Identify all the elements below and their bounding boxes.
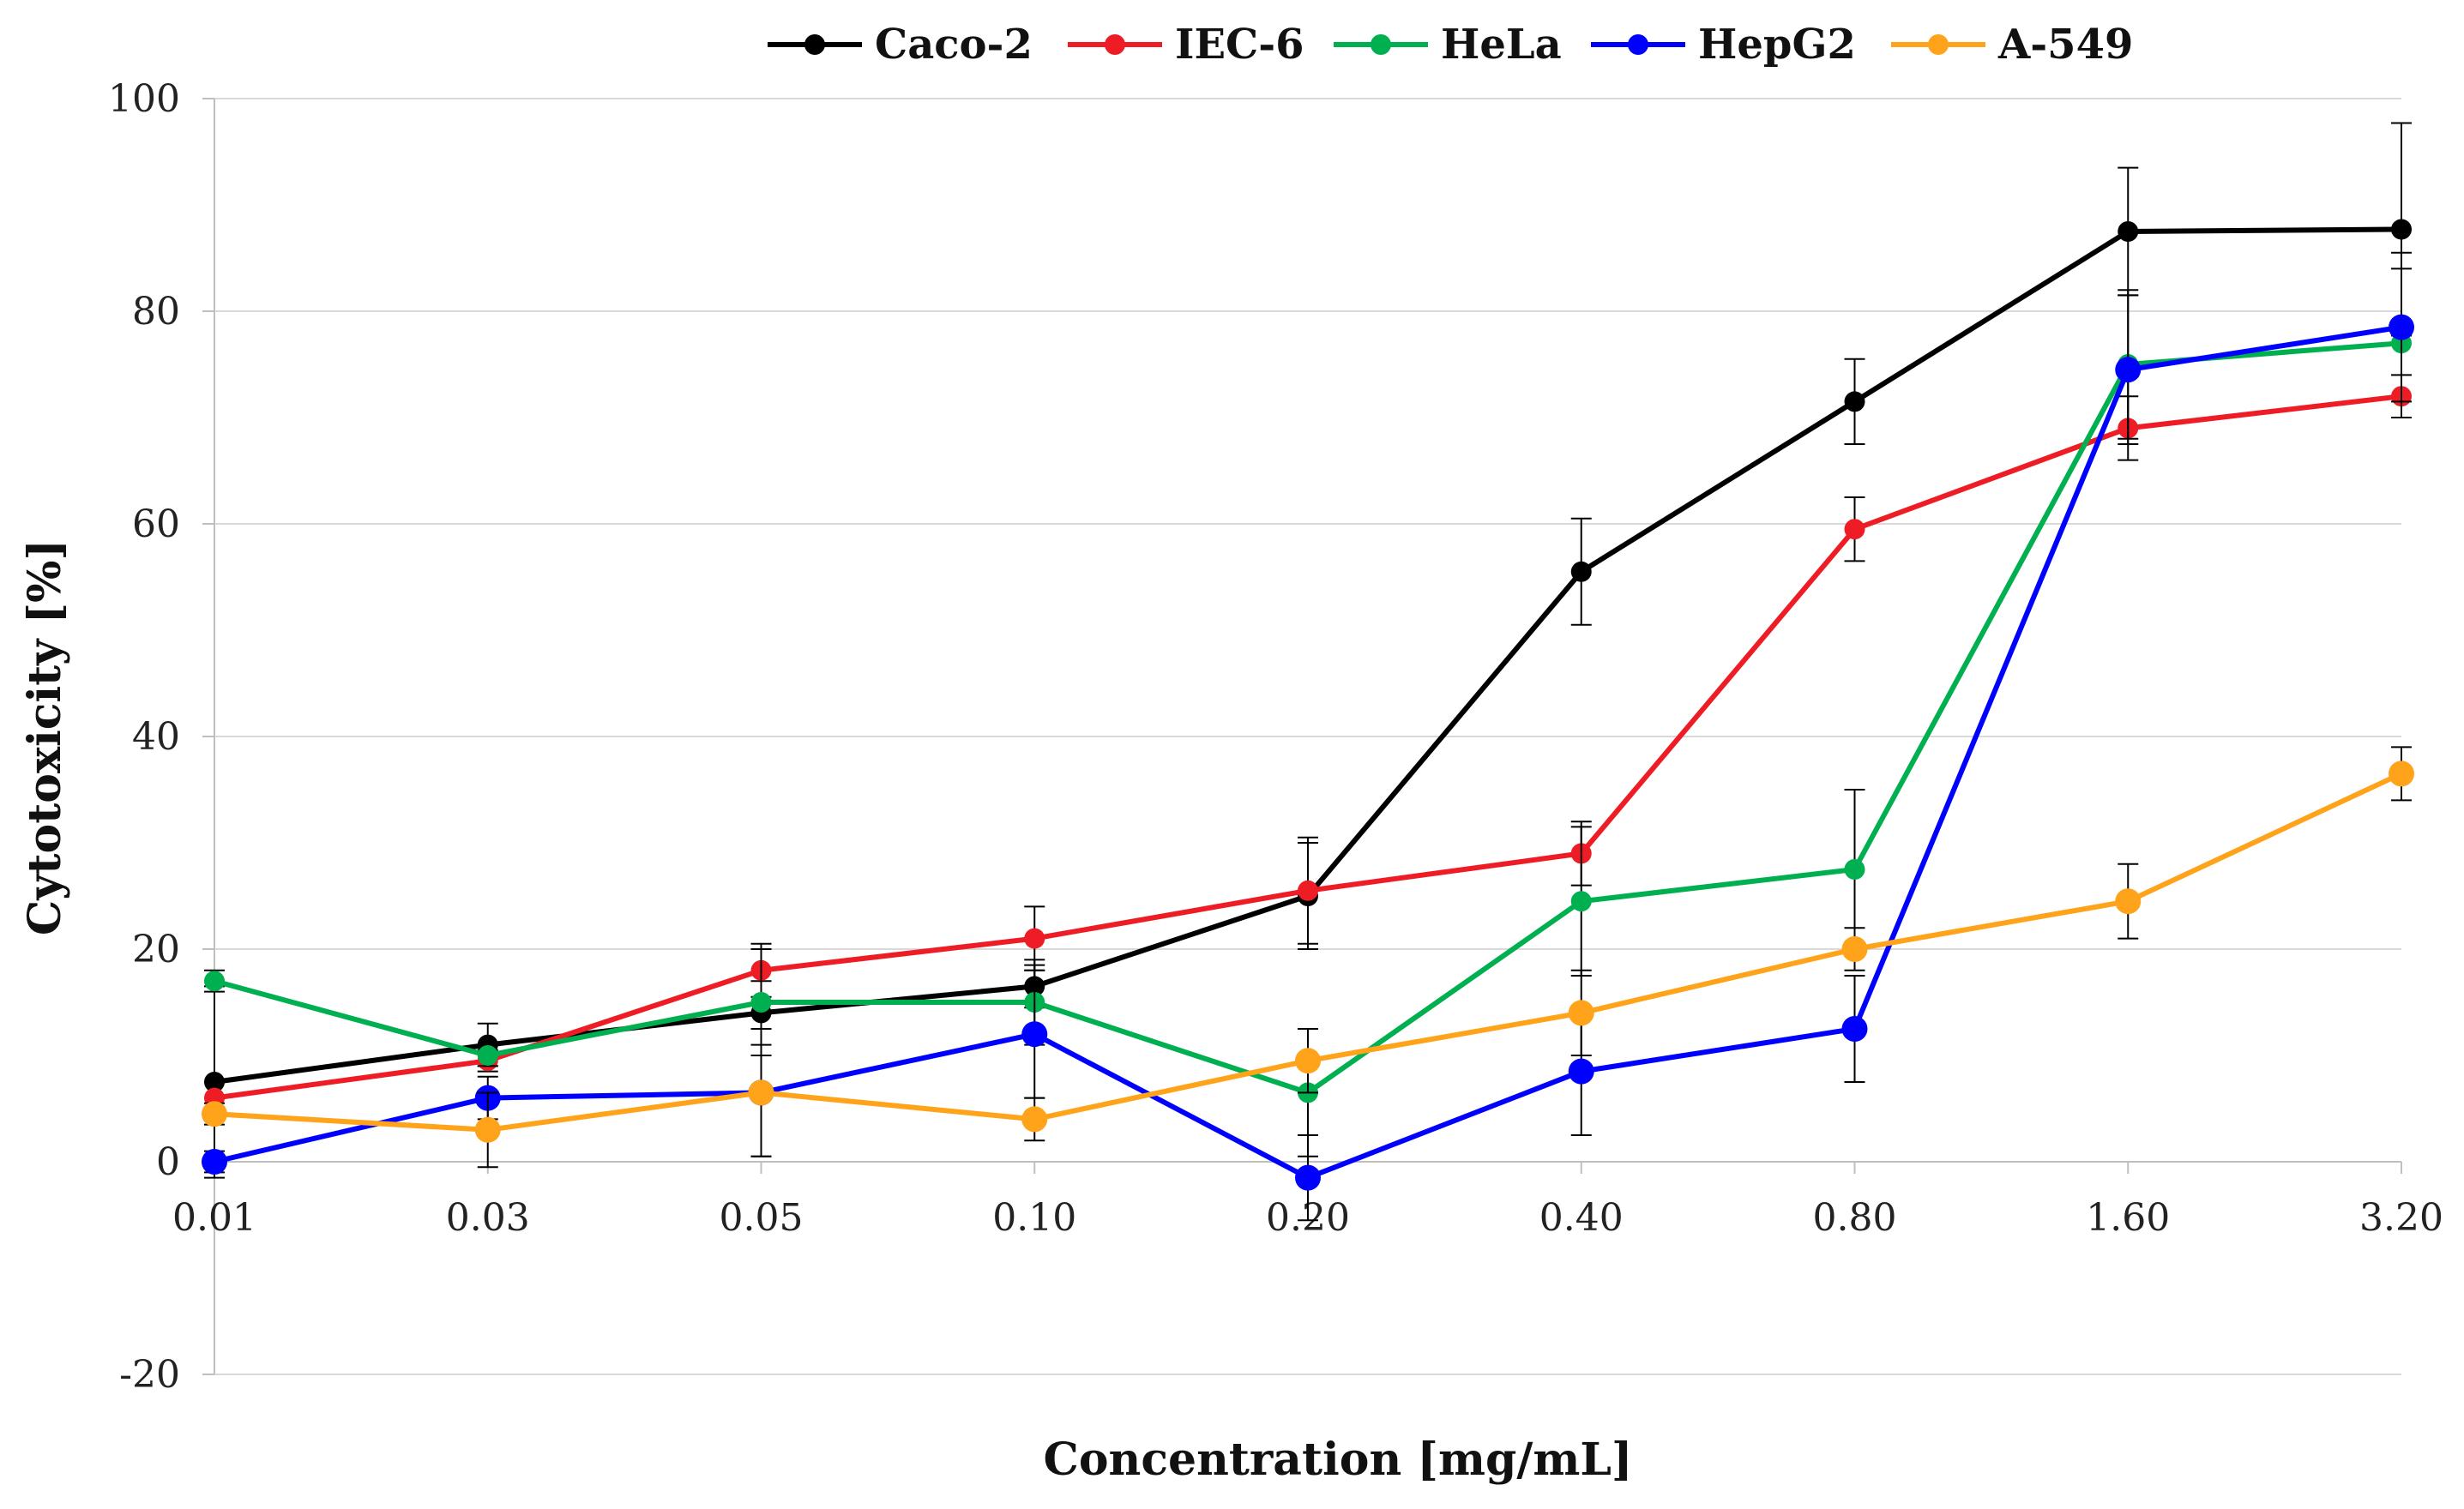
y-axis-title: Cytotoxicity [%] [19,539,71,935]
legend-label: IEC-6 [1175,21,1304,69]
data-point [474,1116,501,1143]
data-point [1295,1048,1321,1074]
data-point [2118,221,2139,242]
data-point [1568,1000,1594,1026]
series-a-549 [202,746,2414,1169]
y-tick-label: -20 [119,1353,180,1397]
data-point [1844,519,1865,540]
series-line [214,340,2402,1096]
data-point [2389,314,2414,340]
data-point [1024,928,1045,949]
legend-item-iec-6: IEC-6 [1068,21,1304,69]
y-tick-label: 40 [132,715,180,759]
data-point [1844,859,1865,880]
y-tick-label: 20 [132,928,180,971]
data-point [1568,1058,1594,1085]
data-point [202,1149,227,1175]
legend-item-a-549: A-549 [1891,21,2133,69]
data-point [1841,936,1868,962]
y-tick-label: 100 [108,77,180,121]
legend-item-hela: HeLa [1334,21,1562,69]
x-tick-label: 0.01 [172,1196,256,1240]
x-tick-label: 0.05 [720,1196,804,1240]
data-point [477,1045,498,1066]
data-point [1570,561,1592,582]
legend-marker [1371,34,1391,55]
series-hela [204,268,2412,1157]
data-point [1021,1106,1048,1133]
data-point [1570,891,1592,912]
x-tick-label: 0.40 [1539,1196,1624,1240]
data-point [204,971,225,992]
data-point [2115,357,2142,383]
data-point [1298,880,1318,901]
data-point [748,1079,774,1106]
data-point [2389,761,2414,787]
series-layer [202,122,2414,1222]
x-tick-label: 0.03 [446,1196,530,1240]
legend-label: HeLa [1441,21,1562,69]
x-axis-ticks: 0.01 0.03 0.05 0.10 0.20 0.40 0.80 1.60 3.20 [172,1162,2443,1240]
legend-marker [1928,34,1949,55]
data-point [1295,1164,1321,1191]
y-tick-label: 80 [132,290,180,334]
gridlines [214,98,2401,1375]
legend-label: HepG2 [1698,21,1856,69]
data-point [1021,1021,1048,1048]
legend: Caco-2 IEC-6 HeLa HepG2 A-549 [768,21,2133,69]
y-tick-label: 60 [132,502,180,546]
x-axis-title: Concentration [mg/mL] [1043,1434,1632,1486]
x-tick-label: 3.20 [2359,1196,2443,1240]
data-point [1844,391,1865,412]
data-point [1841,1016,1868,1042]
x-tick-label: 1.60 [2086,1196,2170,1240]
y-axis-ticks: -20 0 20 40 60 80 100 [108,77,214,1397]
data-point [2391,219,2412,240]
y-tick-label: 0 [156,1140,180,1184]
legend-label: Caco-2 [875,21,1033,69]
legend-marker [1105,34,1125,55]
legend-label: A-549 [1997,21,2133,69]
x-tick-label: 0.80 [1813,1196,1897,1240]
legend-item-caco-2: Caco-2 [768,21,1033,69]
data-point [2115,888,2142,915]
legend-item-hepg2: HepG2 [1591,21,1856,69]
series-caco-2 [204,122,2412,1179]
data-point [202,1101,227,1127]
series-line [214,226,2402,1085]
legend-marker [804,34,825,55]
legend-marker [1628,34,1648,55]
data-point [750,992,772,1013]
x-tick-label: 0.10 [992,1196,1076,1240]
